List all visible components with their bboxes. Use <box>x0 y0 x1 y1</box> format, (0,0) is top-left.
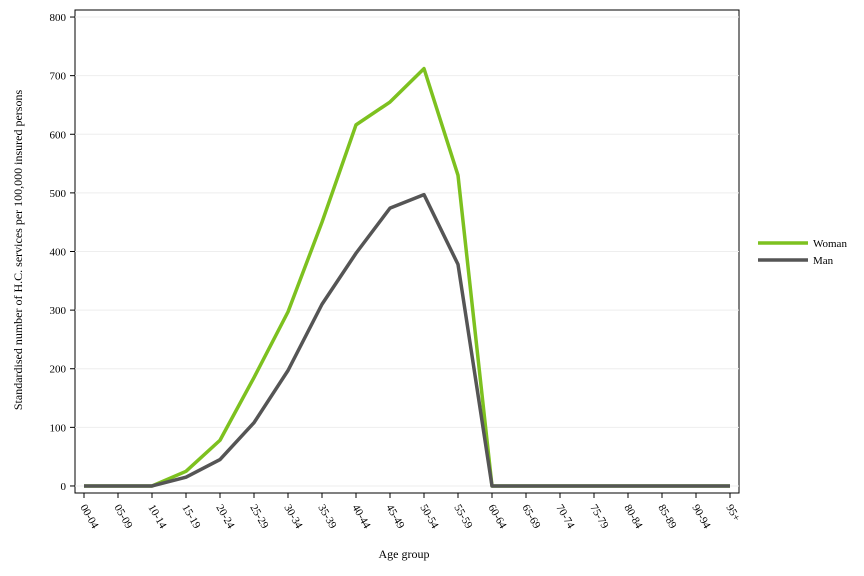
x-tick-label: 05-09 <box>111 503 134 532</box>
x-tick-label: 60-64 <box>485 503 508 532</box>
y-tick-label: 100 <box>50 422 67 434</box>
x-tick-label: 50-54 <box>417 503 440 532</box>
x-tick-label: 40-44 <box>349 503 372 532</box>
y-tick-label: 300 <box>50 305 67 317</box>
x-tick-label: 10-14 <box>145 503 168 532</box>
x-tick-label: 20-24 <box>213 503 236 532</box>
x-tick-label: 45-49 <box>383 503 406 532</box>
x-tick-label: 75-79 <box>587 503 610 532</box>
x-tick-label: 25-29 <box>247 503 270 532</box>
legend-label: Woman <box>813 238 847 250</box>
x-axis-label: Age group <box>379 547 430 561</box>
x-tick-label: 65-69 <box>519 503 542 532</box>
x-tick-label: 35-39 <box>315 503 338 532</box>
x-tick-label: 95+ <box>723 503 742 524</box>
legend-label: Man <box>813 255 834 267</box>
x-tick-label: 15-19 <box>179 503 202 532</box>
x-tick-label: 85-89 <box>655 503 678 532</box>
x-tick-label: 90-94 <box>689 503 712 532</box>
y-tick-label: 600 <box>50 129 67 141</box>
y-tick-label: 500 <box>50 188 67 200</box>
x-tick-label: 80-84 <box>621 503 644 532</box>
y-tick-label: 800 <box>50 12 67 24</box>
y-tick-label: 400 <box>50 247 67 259</box>
x-tick-label: 70-74 <box>553 503 576 532</box>
y-tick-label: 0 <box>61 481 67 493</box>
line <box>84 192 730 488</box>
x-tick-label: 30-34 <box>281 503 304 532</box>
y-tick-label: 200 <box>50 364 67 376</box>
x-tick-label: 55-59 <box>451 503 474 532</box>
y-axis-label: Standardised number of H.C. services per… <box>11 90 25 411</box>
x-tick-label: 00-04 <box>77 503 100 532</box>
line <box>84 66 730 488</box>
y-tick-label: 700 <box>50 71 67 83</box>
